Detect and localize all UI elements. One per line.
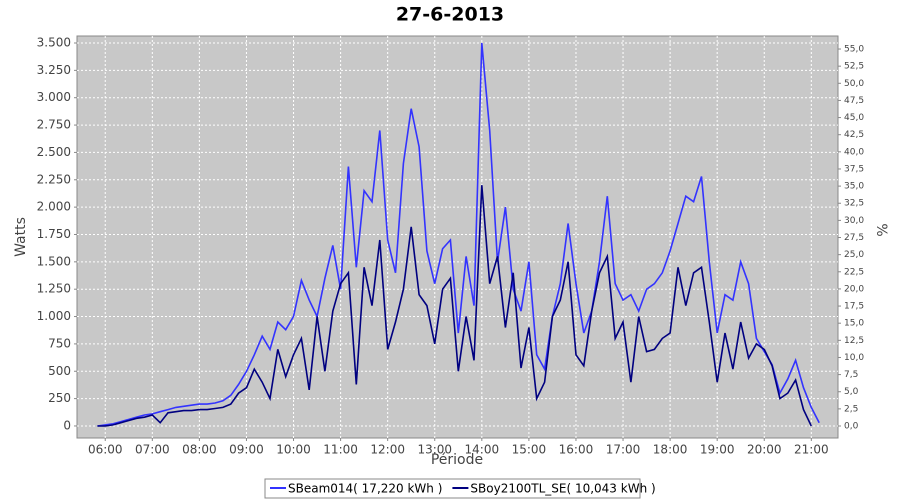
x-tick-label: 07:00 bbox=[135, 443, 170, 457]
x-tick-label: 11:00 bbox=[323, 443, 358, 457]
x-tick-label: 16:00 bbox=[559, 443, 594, 457]
y2-tick-label: 2,5 bbox=[844, 404, 858, 414]
y2-tick-label: 32,5 bbox=[844, 199, 864, 209]
x-tick-label: 12:00 bbox=[370, 443, 405, 457]
x-tick-label: 17:00 bbox=[606, 443, 641, 457]
y2-tick-label: 30,0 bbox=[844, 216, 864, 226]
x-tick-label: 06:00 bbox=[88, 443, 123, 457]
y2-tick-label: 47,5 bbox=[844, 96, 864, 106]
y-tick-label: 3.500 bbox=[37, 36, 71, 50]
y2-tick-label: 25,0 bbox=[844, 250, 864, 260]
x-tick-label: 15:00 bbox=[512, 443, 547, 457]
y2-tick-label: 55,0 bbox=[844, 45, 864, 55]
y2-tick-label: 20,0 bbox=[844, 284, 864, 294]
y-tick-label: 750 bbox=[48, 336, 71, 350]
y2-tick-label: 35,0 bbox=[844, 182, 864, 192]
y2-tick-label: 27,5 bbox=[844, 233, 864, 243]
y2-tick-label: 22,5 bbox=[844, 267, 864, 277]
y2-tick-label: 52,5 bbox=[844, 62, 864, 72]
legend-label: SBeam014( 17,220 kWh ) bbox=[288, 482, 442, 496]
y-tick-label: 500 bbox=[48, 364, 71, 378]
x-tick-label: 19:00 bbox=[700, 443, 735, 457]
y2-tick-label: 10,0 bbox=[844, 353, 864, 363]
y-tick-label: 2.250 bbox=[37, 172, 71, 186]
y2-tick-label: 17,5 bbox=[844, 302, 864, 312]
plot-area bbox=[76, 35, 839, 439]
x-tick-label: 21:00 bbox=[794, 443, 829, 457]
x-tick-label: 18:00 bbox=[653, 443, 688, 457]
x-tick-label: 08:00 bbox=[182, 443, 217, 457]
y-tick-label: 3.000 bbox=[37, 90, 71, 104]
y-tick-label: 1.750 bbox=[37, 227, 71, 241]
y2-tick-label: 37,5 bbox=[844, 164, 864, 174]
y-axis-label: Watts bbox=[13, 217, 29, 257]
y2-tick-label: 15,0 bbox=[844, 319, 864, 329]
x-axis-label: Période bbox=[431, 452, 483, 468]
y2-tick-label: 42,5 bbox=[844, 130, 864, 140]
x-tick-label: 10:00 bbox=[276, 443, 311, 457]
y2-tick-label: 0,0 bbox=[844, 422, 859, 432]
y-tick-label: 1.500 bbox=[37, 254, 71, 268]
chart-title: 27-6-2013 bbox=[396, 4, 504, 26]
y-tick-label: 2.750 bbox=[37, 118, 71, 132]
x-tick-label: 13:00 bbox=[417, 443, 452, 457]
y2-tick-label: 50,0 bbox=[844, 79, 864, 89]
y-tick-label: 250 bbox=[48, 391, 71, 405]
x-tick-label: 14:00 bbox=[465, 443, 500, 457]
series-line bbox=[97, 42, 820, 427]
y-tick-label: 3.250 bbox=[37, 63, 71, 77]
x-tick-label: 20:00 bbox=[747, 443, 782, 457]
legend-label: SBoy2100TL_SE( 10,043 kWh ) bbox=[470, 482, 655, 496]
y2-tick-label: 5,0 bbox=[844, 387, 859, 397]
y2-axis-label: % bbox=[873, 223, 889, 236]
y-tick-label: 1.000 bbox=[37, 309, 71, 323]
y-tick-label: 2.500 bbox=[37, 145, 71, 159]
y-tick-label: 1.250 bbox=[37, 282, 71, 296]
y-tick-label: 2.000 bbox=[37, 200, 71, 214]
series-line bbox=[97, 185, 813, 427]
y2-tick-label: 7,5 bbox=[844, 370, 858, 380]
y-tick-label: 0 bbox=[63, 418, 71, 432]
y2-tick-label: 40,0 bbox=[844, 147, 864, 157]
x-tick-label: 09:00 bbox=[229, 443, 264, 457]
y2-tick-label: 12,5 bbox=[844, 336, 864, 346]
y2-tick-label: 45,0 bbox=[844, 113, 864, 123]
